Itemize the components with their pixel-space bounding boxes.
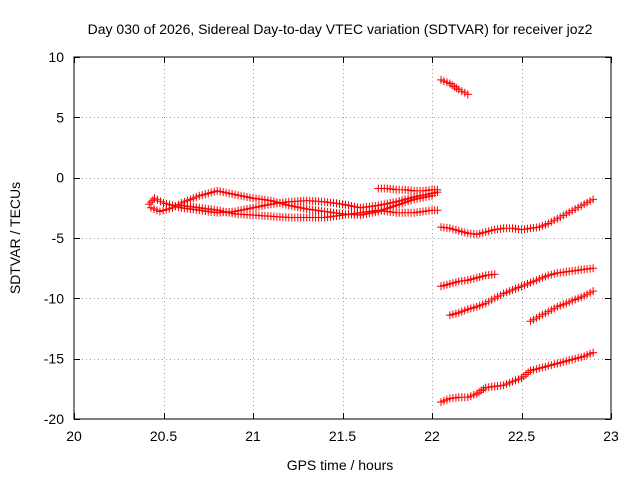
y-tick-label: 10: [48, 49, 64, 65]
series-arc-8: [445, 264, 598, 320]
y-tick-label: -15: [44, 351, 64, 367]
x-tick-label: 21: [245, 428, 261, 444]
chart-title: Day 030 of 2026, Sidereal Day-to-day VTE…: [88, 21, 593, 37]
series-arc-5: [437, 75, 472, 99]
x-tick-label: 20: [66, 428, 82, 444]
data-point-markers: [437, 195, 598, 239]
grid-lines: [74, 57, 611, 419]
x-tick-label: 20.5: [150, 428, 177, 444]
data-points: [145, 75, 598, 407]
x-tick-label: 22.5: [508, 428, 535, 444]
y-tick-label: -5: [52, 230, 65, 246]
y-tick-label: 0: [56, 170, 64, 186]
plot-frame: [73, 56, 612, 420]
x-tick-label: 21.5: [329, 428, 356, 444]
data-point-markers: [374, 184, 442, 195]
data-point-markers: [437, 75, 472, 99]
y-tick-label: -10: [44, 290, 64, 306]
series-arc-9: [526, 287, 598, 326]
y-axis-label: SDTVAR / TECUs: [7, 182, 23, 294]
series-arc-4: [374, 184, 442, 195]
x-axis-label: GPS time / hours: [287, 457, 394, 473]
x-tick-labels: 20 20.5 21 21.5 22 22.5 23: [66, 428, 619, 444]
data-point-markers: [437, 348, 598, 407]
x-tick-label: 23: [603, 428, 619, 444]
y-tick-label: 5: [56, 109, 64, 125]
y-tick-labels: -20 -15 -10 -5 0 5 10: [44, 49, 64, 427]
x-tick-label: 22: [424, 428, 440, 444]
series-arc-3: [177, 201, 442, 222]
data-point-markers: [526, 287, 598, 326]
data-point-markers: [445, 264, 598, 320]
data-point-markers: [177, 201, 442, 222]
series-arc-10: [437, 348, 598, 407]
data-point-markers: [437, 270, 499, 291]
series-arc-7: [437, 270, 499, 291]
y-tick-label: -20: [44, 411, 64, 427]
series-arc-6: [437, 195, 598, 239]
